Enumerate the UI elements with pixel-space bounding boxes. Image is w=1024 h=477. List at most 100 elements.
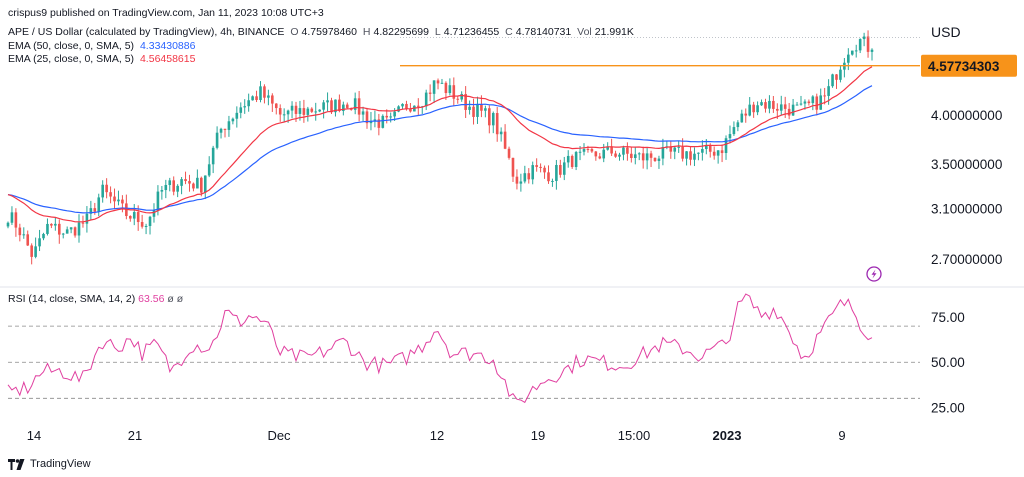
rsi-value: 63.56 xyxy=(138,293,165,305)
candle xyxy=(618,152,621,161)
candle-body xyxy=(744,113,748,116)
candle xyxy=(203,175,207,200)
candle-body xyxy=(109,192,112,197)
candle-body xyxy=(405,103,408,109)
rsi-levels xyxy=(8,325,920,399)
candle-body xyxy=(121,199,124,204)
candle-body xyxy=(677,146,680,148)
candle xyxy=(495,107,499,142)
ema25-value: 4.56458615 xyxy=(139,53,196,65)
candle-body xyxy=(377,119,381,128)
footer-brand[interactable]: TradingView xyxy=(30,458,91,470)
candle-body xyxy=(637,153,641,155)
candle xyxy=(271,93,274,112)
candle xyxy=(69,227,73,234)
symbol-name: APE / US Dollar (calculated by TradingVi… xyxy=(8,26,285,38)
candle xyxy=(811,95,815,111)
candle-body xyxy=(559,164,562,175)
candle xyxy=(570,154,574,169)
candle-body xyxy=(823,95,826,97)
candle-body xyxy=(432,80,436,94)
candle xyxy=(665,141,669,150)
candle-body xyxy=(819,95,823,110)
candle xyxy=(113,188,116,210)
candle-body xyxy=(30,245,33,257)
candle xyxy=(491,111,495,134)
candle xyxy=(843,57,846,78)
candle-body xyxy=(827,86,830,96)
candle-body xyxy=(184,179,187,182)
candle xyxy=(527,168,531,184)
candle xyxy=(582,143,586,156)
candle-body xyxy=(219,128,223,133)
candle xyxy=(381,114,385,129)
candle-body xyxy=(448,85,452,94)
candle-body xyxy=(669,146,673,152)
candle-body xyxy=(499,131,503,135)
candle-body xyxy=(689,151,692,160)
candle xyxy=(172,176,175,196)
candle xyxy=(26,230,30,247)
lightning-icon[interactable] xyxy=(866,266,882,282)
candle-body xyxy=(61,233,65,235)
candle-body xyxy=(259,86,262,100)
candle-body xyxy=(50,223,53,226)
candle-body xyxy=(318,109,321,112)
candle xyxy=(235,106,239,128)
candle xyxy=(515,169,519,190)
candle xyxy=(184,171,187,185)
candle xyxy=(227,115,231,137)
candle-body xyxy=(247,100,250,107)
candle xyxy=(559,159,562,178)
candle-body xyxy=(192,183,195,189)
candle-body xyxy=(495,113,499,135)
candle xyxy=(815,93,819,116)
candle xyxy=(681,138,684,162)
candle xyxy=(345,102,349,109)
candle-body xyxy=(464,94,467,110)
candle-body xyxy=(77,222,81,236)
close-label: C xyxy=(505,26,513,38)
candle xyxy=(712,146,716,160)
candle xyxy=(760,99,763,106)
candle xyxy=(787,103,791,120)
candle-body xyxy=(338,99,341,111)
candle xyxy=(847,48,850,71)
candle-body xyxy=(831,74,834,87)
candle-body xyxy=(14,212,18,228)
candle xyxy=(89,200,93,220)
candle xyxy=(673,145,677,160)
candle-body xyxy=(626,147,629,154)
candle-body xyxy=(815,96,819,110)
candle-body xyxy=(551,180,554,182)
candle-body xyxy=(539,166,542,168)
candle-body xyxy=(756,105,759,113)
candle xyxy=(484,105,487,118)
candle-body xyxy=(527,173,531,180)
candle xyxy=(342,101,345,116)
candle-body xyxy=(594,151,598,157)
candle-body xyxy=(760,102,763,106)
candle-body xyxy=(188,181,191,184)
candle xyxy=(73,226,77,238)
candle-body xyxy=(231,118,235,122)
candle-body xyxy=(34,246,37,257)
candle-body xyxy=(6,222,10,227)
candle xyxy=(136,205,140,231)
candle xyxy=(807,99,811,106)
time-axis: 14 21 Dec 12 19 15:00 2023 9 xyxy=(27,428,846,443)
candle xyxy=(835,74,838,89)
candle-body xyxy=(176,185,179,192)
candle-body xyxy=(105,184,108,193)
candle xyxy=(614,150,617,158)
candle-body xyxy=(795,104,799,106)
close-value: 4.78140731 xyxy=(515,26,572,38)
candle xyxy=(34,237,37,259)
candle xyxy=(791,98,795,116)
ema50-value: 4.33430886 xyxy=(139,40,196,52)
candle xyxy=(144,223,148,235)
candle-body xyxy=(278,108,282,115)
candle xyxy=(503,124,507,150)
rsi-label: RSI (14, close, SMA, 14, 2) xyxy=(8,293,136,305)
